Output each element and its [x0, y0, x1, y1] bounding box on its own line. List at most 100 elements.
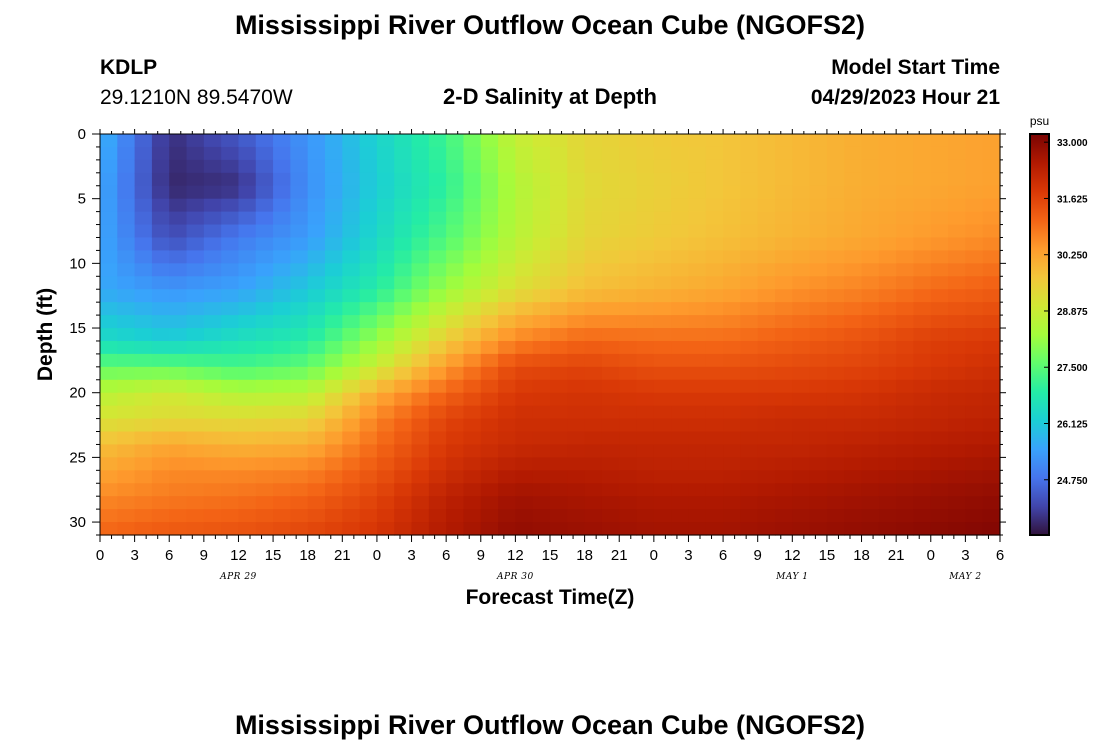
heatmap-cell	[809, 263, 828, 277]
heatmap-cell	[446, 379, 465, 394]
heatmap-cell	[221, 470, 240, 484]
heatmap-cell	[930, 509, 949, 523]
heatmap-cell	[671, 134, 690, 148]
heatmap-cell	[169, 250, 188, 264]
heatmap-cell	[740, 224, 759, 239]
heatmap-cell	[688, 172, 707, 187]
heatmap-cell	[169, 159, 188, 174]
heatmap-cell	[567, 237, 586, 252]
heatmap-cell	[376, 392, 395, 407]
heatmap-cell	[169, 431, 188, 446]
heatmap-cell	[740, 237, 759, 252]
heatmap-cell	[982, 211, 1001, 226]
heatmap-cell	[567, 276, 586, 290]
heatmap-cell	[221, 444, 240, 458]
heatmap-cell	[203, 496, 222, 510]
heatmap-cell	[705, 172, 724, 187]
heatmap-cell	[411, 470, 430, 484]
heatmap-cell	[878, 418, 897, 433]
heatmap-cell	[948, 289, 966, 303]
heatmap-cell	[792, 276, 811, 290]
heatmap-cell	[134, 470, 153, 484]
x-tick-label: 0	[373, 547, 381, 564]
heatmap-cell	[636, 470, 655, 484]
heatmap-cell	[567, 457, 586, 471]
heatmap-cell	[896, 237, 915, 252]
heatmap-cell	[930, 496, 949, 510]
heatmap-cell	[705, 250, 724, 264]
heatmap-cell	[965, 418, 984, 433]
heatmap-cell	[775, 315, 793, 329]
heatmap-cell	[653, 328, 672, 342]
heatmap-cell	[965, 457, 984, 471]
heatmap-cell	[636, 211, 655, 226]
heatmap-cell	[411, 302, 430, 316]
heatmap-cell	[671, 470, 690, 484]
heatmap-cell	[584, 276, 603, 290]
heatmap-cell	[982, 366, 1001, 381]
heatmap-cell	[151, 509, 170, 523]
heatmap-cell	[723, 172, 741, 187]
heatmap-cell	[844, 276, 863, 290]
heatmap-cell	[775, 366, 793, 381]
heatmap-cell	[394, 302, 413, 316]
heatmap-cell	[792, 302, 811, 316]
heatmap-cell	[480, 483, 499, 497]
heatmap-cell	[671, 392, 690, 407]
heatmap-cell	[965, 328, 984, 342]
heatmap-cell	[394, 198, 413, 213]
heatmap-cell	[584, 134, 603, 148]
heatmap-cell	[480, 431, 499, 446]
heatmap-cell	[861, 198, 880, 213]
heatmap-cell	[930, 457, 949, 471]
heatmap-cell	[255, 198, 274, 213]
heatmap-cell	[930, 431, 949, 446]
heatmap-cell	[930, 392, 949, 407]
heatmap-cell	[169, 470, 188, 484]
heatmap-cell	[584, 444, 603, 458]
heatmap-cell	[428, 172, 447, 187]
heatmap-cell	[584, 496, 603, 510]
heatmap-cell	[151, 224, 170, 239]
heatmap-cell	[411, 224, 430, 239]
heatmap-cell	[411, 418, 430, 433]
heatmap-cell	[290, 353, 309, 368]
heatmap-cell	[255, 444, 274, 458]
heatmap-cell	[930, 340, 949, 355]
heatmap-cell	[584, 224, 603, 239]
heatmap-cell	[238, 198, 257, 213]
heatmap-cell	[809, 496, 828, 510]
heatmap-cell	[394, 366, 413, 381]
heatmap-cell	[809, 289, 828, 303]
heatmap-cell	[100, 366, 118, 381]
heatmap-cell	[359, 457, 378, 471]
heatmap-cell	[740, 483, 759, 497]
heatmap-cell	[221, 340, 240, 355]
heatmap-cell	[411, 263, 430, 277]
heatmap-cell	[117, 289, 136, 303]
heatmap-cell	[342, 457, 361, 471]
heatmap-cell	[775, 185, 793, 200]
heatmap-cell	[498, 405, 516, 420]
heatmap-cell	[151, 172, 170, 187]
heatmap-cell	[255, 289, 274, 303]
heatmap-cell	[134, 250, 153, 264]
heatmap-cell	[896, 172, 915, 187]
heatmap-cell	[948, 211, 966, 226]
heatmap-cell	[982, 522, 1001, 536]
heatmap-cell	[584, 470, 603, 484]
heatmap-cell	[498, 315, 516, 329]
heatmap-cell	[636, 146, 655, 161]
heatmap-cell	[186, 315, 205, 329]
heatmap-cell	[325, 302, 343, 316]
heatmap-cell	[775, 418, 793, 433]
heatmap-cell	[480, 470, 499, 484]
heatmap-cell	[221, 405, 240, 420]
heatmap-cell	[601, 237, 620, 252]
heatmap-cell	[930, 522, 949, 536]
heatmap-cell	[948, 159, 966, 174]
heatmap-cell	[809, 366, 828, 381]
heatmap-cell	[100, 224, 118, 239]
heatmap-cell	[601, 198, 620, 213]
